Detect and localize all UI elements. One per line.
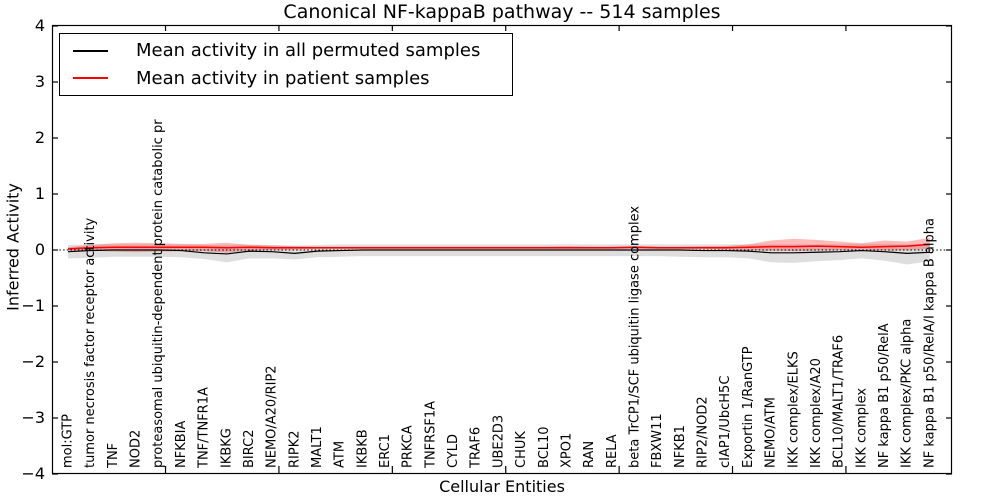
y-tick-label: −1 xyxy=(21,296,45,315)
y-tick-label: −2 xyxy=(21,352,45,371)
y-axis-label: Inferred Activity xyxy=(3,183,23,311)
legend-item-permuted: Mean activity in all permuted samples xyxy=(60,40,512,61)
x-tick-label: TNFRSF1A xyxy=(423,401,438,469)
x-tick-label: IKK complex/PKC alpha xyxy=(900,319,915,468)
x-tick-label: FBXW11 xyxy=(650,413,665,468)
x-tick-label: BIRC2 xyxy=(242,430,257,469)
x-tick-label: RAN xyxy=(582,441,597,468)
y-tick-label: 4 xyxy=(34,16,45,35)
x-tick-label: CHUK xyxy=(514,431,529,468)
x-tick-label: NF kappa B1 p50/RelA/I kappa B alpha xyxy=(922,218,937,468)
legend-label-patient: Mean activity in patient samples xyxy=(136,67,430,89)
x-tick-label: TNF/TNFR1A xyxy=(197,387,212,469)
x-tick-label: Exportin 1/RanGTP xyxy=(741,346,756,468)
y-tick-label: 2 xyxy=(34,128,45,147)
permuted-line-sample xyxy=(73,49,108,52)
x-tick-label: UBE2D3 xyxy=(491,415,506,468)
x-tick-label: NFKBIA xyxy=(174,421,189,468)
x-tick-label: XPO1 xyxy=(559,433,574,468)
x-tick-label: RIPK2 xyxy=(287,430,302,468)
x-tick-label: NOD2 xyxy=(129,430,144,468)
chart-title: Canonical NF-kappaB pathway -- 514 sampl… xyxy=(283,1,721,23)
x-tick-label: MALT1 xyxy=(310,426,325,468)
x-tick-label: IKBKG xyxy=(219,428,234,468)
x-tick-label: BCL10 xyxy=(537,426,552,468)
plot-area: mol:GTP tumor necrosis factor receptor ac… xyxy=(51,24,953,475)
x-tick-label: tumor necrosis factor receptor activity xyxy=(83,217,98,468)
x-tick-label: RIP2/NOD2 xyxy=(696,396,711,468)
permuted-mean-line xyxy=(67,249,930,255)
patient-confidence-band xyxy=(68,237,930,253)
x-tick-label: mol:GTP xyxy=(61,414,76,468)
x-tick-label: TRAF6 xyxy=(469,427,484,469)
y-tick-label: 0 xyxy=(34,240,45,259)
patient-line-sample xyxy=(73,77,108,80)
legend-label-permuted: Mean activity in all permuted samples xyxy=(136,40,481,62)
x-tick-label: IKK complex/ELKS xyxy=(786,351,801,468)
x-tick-label: NF kappa B1 p50/RelA xyxy=(877,323,892,468)
x-tick-label: CYLD xyxy=(446,434,461,468)
patient-mean-line xyxy=(67,243,930,250)
x-tick-label: NEMO/A20/RIP2 xyxy=(265,365,280,468)
x-axis-label: Cellular Entities xyxy=(439,477,565,496)
x-tick-label: IKBKB xyxy=(355,429,370,468)
x-tick-label: cIAP1/UbcH5C xyxy=(718,376,733,468)
x-tick-label: proteasomal ubiquitin-dependent protein … xyxy=(151,119,166,468)
x-tick-label: IKK complex/A20 xyxy=(809,358,824,468)
y-tick-label: 1 xyxy=(34,184,45,203)
x-tick-label: ATM xyxy=(333,441,348,468)
x-tick-label: TNF xyxy=(106,443,121,469)
x-tick-label: ERC1 xyxy=(378,434,393,468)
x-tick-label: IKK complex xyxy=(854,388,869,468)
x-tick-label: BCL10/MALT1/TRAF6 xyxy=(832,335,847,468)
x-tick-label: NFKB1 xyxy=(673,425,688,468)
legend-item-patient: Mean activity in patient samples xyxy=(60,68,512,89)
x-tick-label: RELA xyxy=(605,434,620,468)
x-tick-label: PRKCA xyxy=(401,425,416,468)
x-tick-label: beta TrCP1/SCF ubiquitin ligase complex xyxy=(628,206,643,468)
y-tick-label: −3 xyxy=(21,408,45,427)
x-tick-label: NEMO/ATM xyxy=(764,397,779,468)
legend: Mean activity in all permuted samples Me… xyxy=(59,33,513,96)
permuted-confidence-band xyxy=(68,243,930,265)
y-tick-label: −4 xyxy=(21,464,45,483)
y-tick-label: 3 xyxy=(34,72,45,91)
